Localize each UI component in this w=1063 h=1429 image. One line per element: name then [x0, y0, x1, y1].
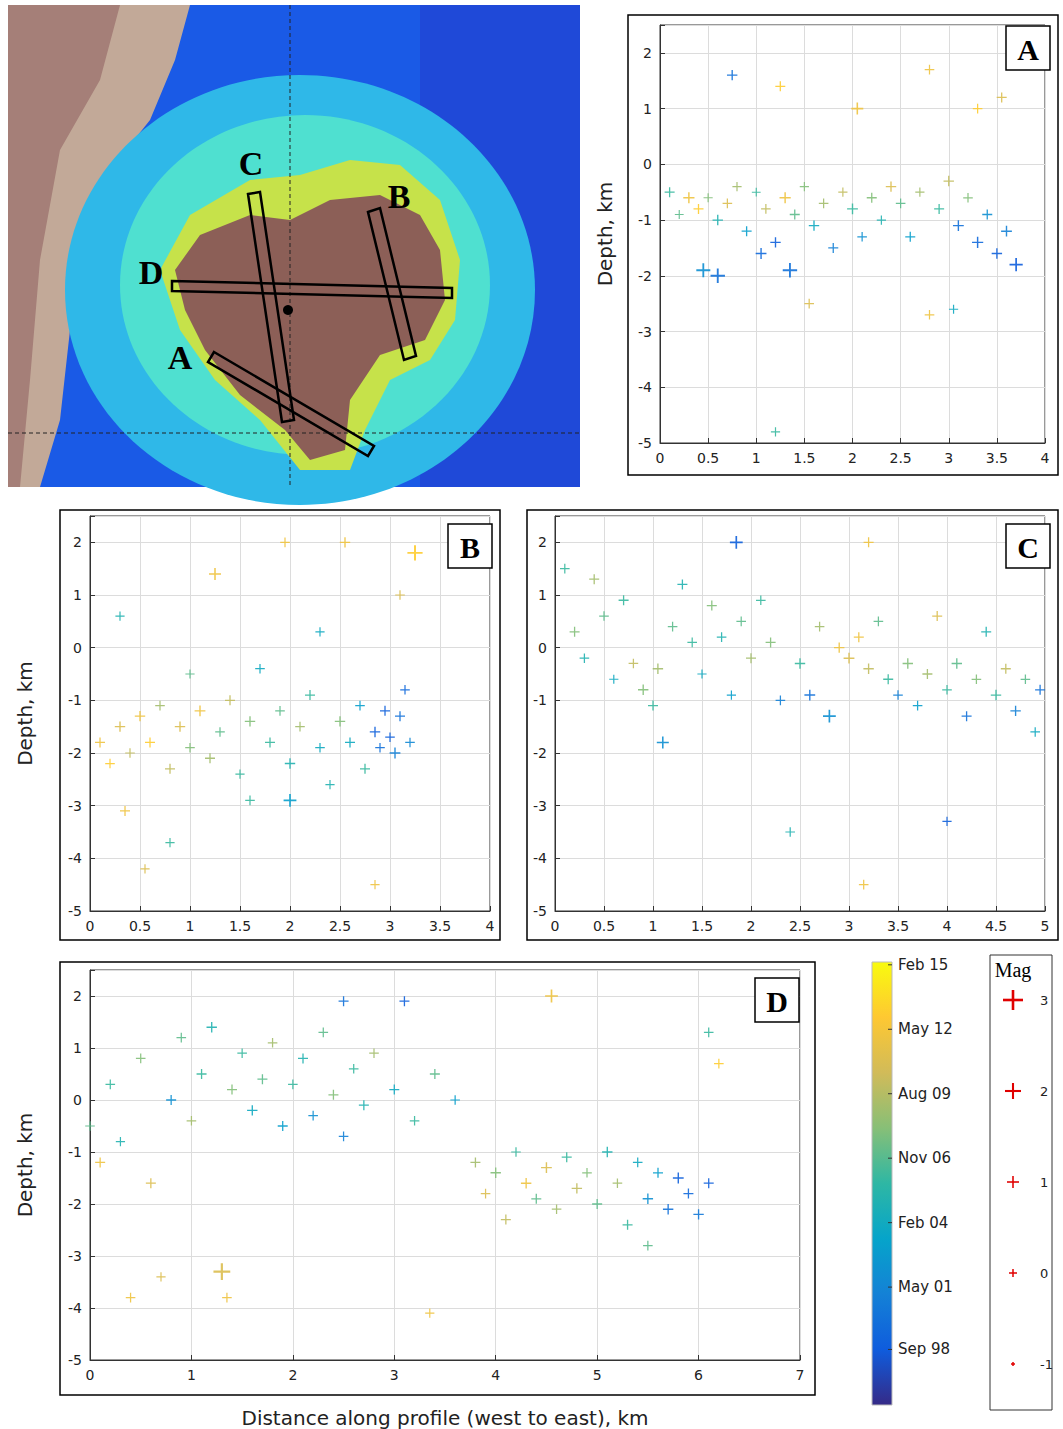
- svg-text:2: 2: [747, 918, 756, 934]
- svg-text:1: 1: [187, 1367, 196, 1383]
- svg-text:Depth, km: Depth, km: [13, 661, 37, 766]
- svg-text:Feb 15: Feb 15: [898, 956, 948, 974]
- svg-text:3.5: 3.5: [429, 918, 451, 934]
- svg-text:2: 2: [73, 988, 82, 1004]
- svg-text:1: 1: [1040, 1175, 1048, 1190]
- svg-text:4: 4: [1041, 450, 1050, 466]
- svg-text:-1: -1: [1040, 1357, 1053, 1372]
- svg-text:2: 2: [288, 1367, 297, 1383]
- svg-text:2: 2: [73, 534, 82, 550]
- svg-text:0.5: 0.5: [697, 450, 719, 466]
- svg-text:3: 3: [390, 1367, 399, 1383]
- svg-text:2: 2: [1040, 1084, 1048, 1099]
- svg-text:-2: -2: [68, 745, 82, 761]
- svg-text:-1: -1: [68, 692, 82, 708]
- svg-text:C: C: [239, 145, 264, 182]
- svg-text:2: 2: [643, 45, 652, 61]
- svg-text:Depth, km: Depth, km: [13, 1113, 37, 1218]
- svg-text:6: 6: [694, 1367, 703, 1383]
- svg-text:-2: -2: [68, 1196, 82, 1212]
- svg-text:0: 0: [86, 1367, 95, 1383]
- svg-text:1: 1: [752, 450, 761, 466]
- svg-text:-1: -1: [638, 212, 652, 228]
- svg-text:1: 1: [643, 101, 652, 117]
- svg-text:Mag: Mag: [995, 959, 1032, 982]
- svg-text:2.5: 2.5: [329, 918, 351, 934]
- svg-text:-4: -4: [68, 850, 82, 866]
- svg-text:0: 0: [73, 1092, 82, 1108]
- svg-text:-4: -4: [533, 850, 547, 866]
- svg-text:0: 0: [86, 918, 95, 934]
- svg-text:2: 2: [538, 534, 547, 550]
- svg-text:0: 0: [656, 450, 665, 466]
- svg-text:5: 5: [593, 1367, 602, 1383]
- svg-text:-1: -1: [533, 692, 547, 708]
- svg-text:B: B: [460, 531, 480, 564]
- svg-text:Distance along profile (west t: Distance along profile (west to east), k…: [241, 1406, 648, 1429]
- svg-text:4: 4: [491, 1367, 500, 1383]
- svg-text:5: 5: [1041, 918, 1050, 934]
- svg-text:1.5: 1.5: [229, 918, 251, 934]
- svg-text:1.5: 1.5: [793, 450, 815, 466]
- svg-text:0: 0: [643, 156, 652, 172]
- svg-text:-2: -2: [533, 745, 547, 761]
- svg-text:-3: -3: [68, 798, 82, 814]
- svg-text:0.5: 0.5: [593, 918, 615, 934]
- svg-text:2.5: 2.5: [789, 918, 811, 934]
- svg-text:A: A: [168, 339, 193, 376]
- svg-text:-5: -5: [68, 903, 82, 919]
- svg-text:B: B: [388, 178, 411, 215]
- svg-text:May 01: May 01: [898, 1278, 953, 1296]
- svg-text:-3: -3: [638, 324, 652, 340]
- svg-text:1: 1: [73, 587, 82, 603]
- svg-text:2: 2: [286, 918, 295, 934]
- svg-text:Depth, km: Depth, km: [593, 182, 617, 287]
- svg-text:4.5: 4.5: [985, 918, 1007, 934]
- svg-text:0: 0: [73, 640, 82, 656]
- svg-text:4: 4: [943, 918, 952, 934]
- svg-text:Sep 98: Sep 98: [898, 1340, 950, 1358]
- svg-text:-5: -5: [638, 435, 652, 451]
- svg-text:0: 0: [1040, 1266, 1048, 1281]
- svg-text:1: 1: [73, 1040, 82, 1056]
- svg-text:1: 1: [649, 918, 658, 934]
- svg-text:2: 2: [848, 450, 857, 466]
- svg-text:3.5: 3.5: [887, 918, 909, 934]
- svg-text:-3: -3: [533, 798, 547, 814]
- svg-text:Nov 06: Nov 06: [898, 1149, 951, 1167]
- svg-text:4: 4: [486, 918, 495, 934]
- svg-text:0: 0: [538, 640, 547, 656]
- svg-text:3: 3: [944, 450, 953, 466]
- svg-text:-4: -4: [638, 379, 652, 395]
- svg-text:-3: -3: [68, 1248, 82, 1264]
- svg-text:C: C: [1017, 531, 1039, 564]
- svg-text:3.5: 3.5: [986, 450, 1008, 466]
- svg-text:3: 3: [386, 918, 395, 934]
- svg-text:1.5: 1.5: [691, 918, 713, 934]
- svg-text:-1: -1: [68, 1144, 82, 1160]
- svg-text:Feb 04: Feb 04: [898, 1214, 948, 1232]
- svg-text:1: 1: [186, 918, 195, 934]
- svg-text:-4: -4: [68, 1300, 82, 1316]
- svg-text:-2: -2: [638, 268, 652, 284]
- svg-text:D: D: [139, 254, 164, 291]
- svg-text:May 12: May 12: [898, 1020, 953, 1038]
- svg-text:0: 0: [551, 918, 560, 934]
- svg-text:0.5: 0.5: [129, 918, 151, 934]
- svg-text:-5: -5: [68, 1352, 82, 1368]
- svg-text:D: D: [766, 985, 788, 1018]
- svg-text:1: 1: [538, 587, 547, 603]
- svg-text:-5: -5: [533, 903, 547, 919]
- svg-text:2.5: 2.5: [889, 450, 911, 466]
- svg-text:Aug 09: Aug 09: [898, 1085, 951, 1103]
- svg-text:3: 3: [845, 918, 854, 934]
- svg-text:3: 3: [1040, 993, 1048, 1008]
- svg-text:A: A: [1017, 33, 1039, 66]
- svg-text:7: 7: [796, 1367, 805, 1383]
